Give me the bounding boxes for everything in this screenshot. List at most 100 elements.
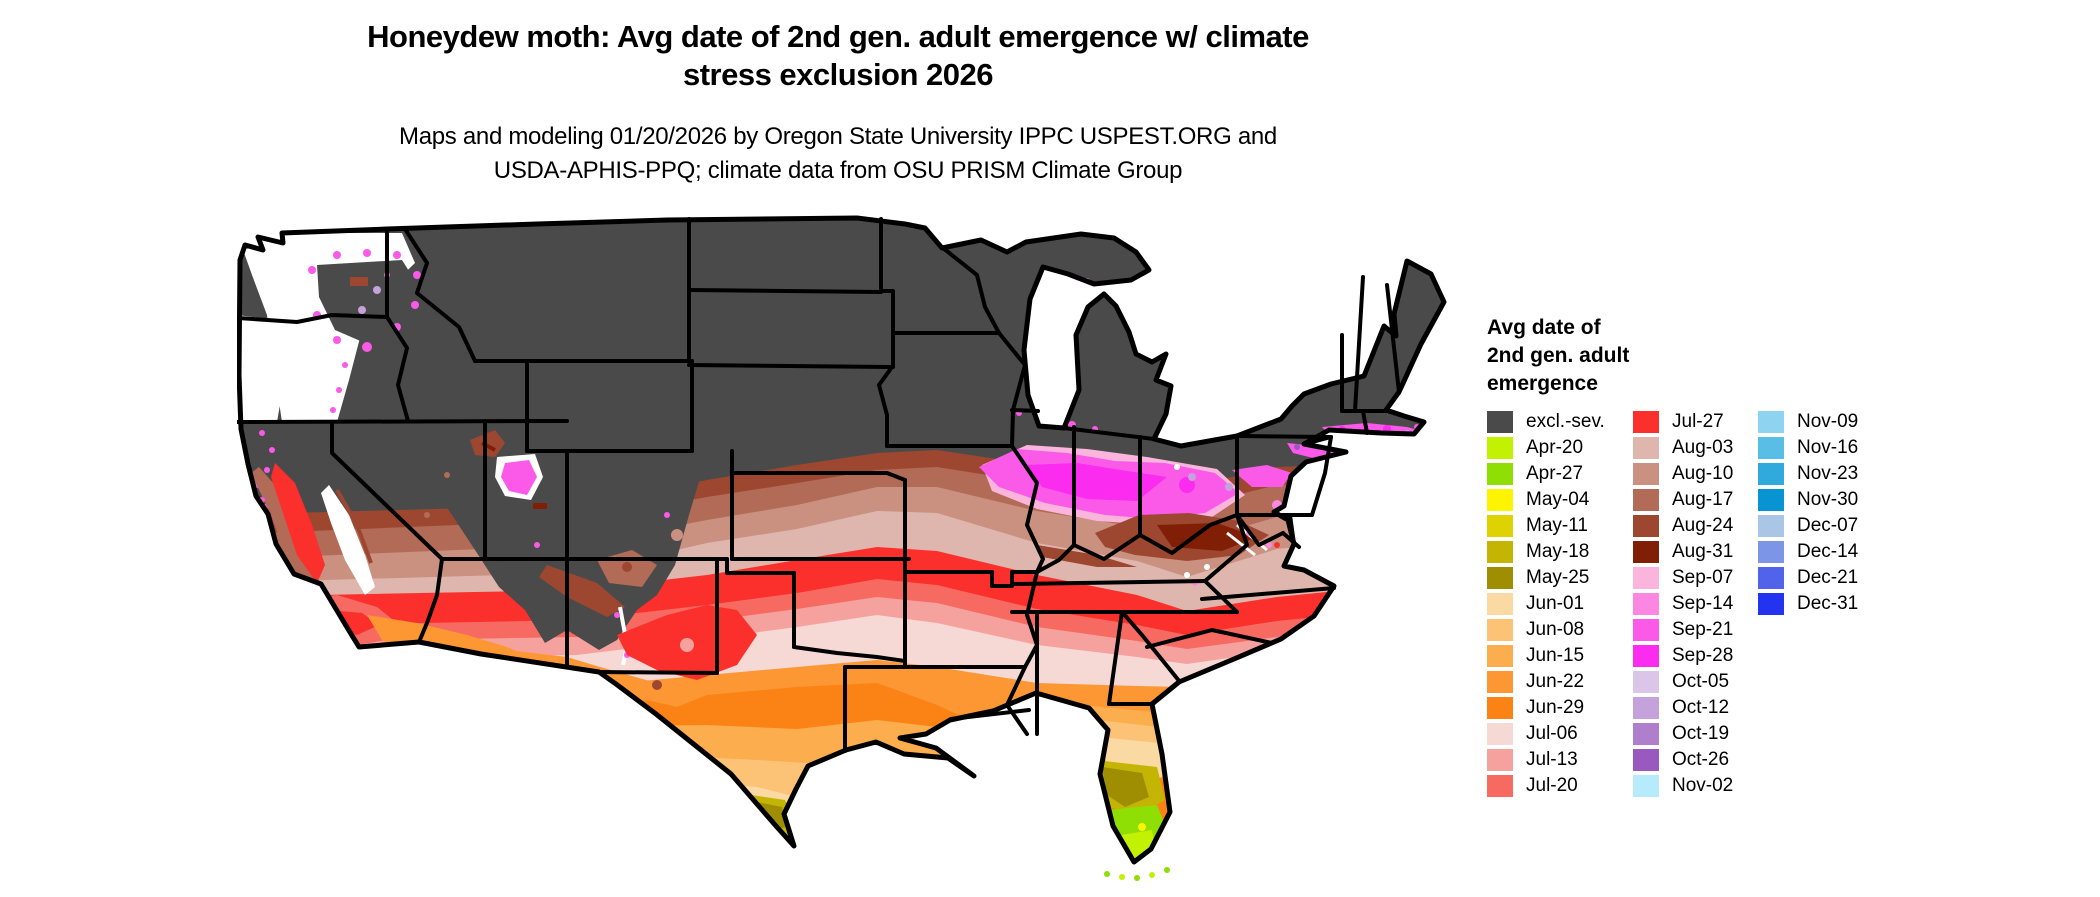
legend-label: Dec-14 <box>1797 541 1859 562</box>
map-region-excluded-rockies <box>332 421 707 650</box>
legend-swatch <box>1487 749 1513 771</box>
legend-entry-oct-05: Oct-05 <box>1633 669 1758 695</box>
legend-label: Dec-31 <box>1797 593 1859 614</box>
legend-title-line1: Avg date of <box>1487 316 1601 339</box>
legend-entry-may-25: May-25 <box>1487 565 1633 591</box>
legend-label: Nov-09 <box>1797 411 1859 432</box>
legend-label: Sep-28 <box>1672 645 1734 666</box>
legend-entry-nov-23: Nov-23 <box>1758 461 1858 487</box>
map-subtitle-line2: USDA-APHIS-PPQ; climate data from OSU PR… <box>493 157 1183 184</box>
map-band-jun08 <box>239 757 857 862</box>
legend-swatch <box>1758 411 1784 433</box>
legend-entry-aug-10: Aug-10 <box>1633 461 1758 487</box>
legend-swatch <box>1487 775 1513 797</box>
legend-entry-jul-06: Jul-06 <box>1487 721 1633 747</box>
map-region-california <box>251 463 397 653</box>
map-florida-keys <box>1104 867 1170 881</box>
legend-title-line3: emergence <box>1487 372 1598 395</box>
legend-column-1: excl.-sev. Apr-20 Apr-27 May-04 May-11 May-18… <box>1487 409 1633 799</box>
legend-entry-aug-31: Aug-31 <box>1633 539 1758 565</box>
legend-label: Nov-02 <box>1672 775 1734 796</box>
legend-label: Jul-13 <box>1526 749 1578 770</box>
legend-label: Dec-21 <box>1797 567 1859 588</box>
legend-label: Oct-19 <box>1672 723 1730 744</box>
legend-entry-oct-26: Oct-26 <box>1633 747 1758 773</box>
legend-entry-nov-09: Nov-09 <box>1758 409 1858 435</box>
map-legend: Avg date of 2nd gen. adult emergence exc… <box>1487 314 2047 799</box>
us-map <box>236 215 1447 892</box>
legend-swatch <box>1633 619 1659 641</box>
legend-label: Aug-17 <box>1672 489 1734 510</box>
legend-entry-sep-21: Sep-21 <box>1633 617 1758 643</box>
legend-swatch <box>1633 697 1659 719</box>
map-band-jun29 <box>239 683 1444 862</box>
legend-column-2: Jul-27 Aug-03 Aug-10 Aug-17 Aug-24 Aug-31 Sep-… <box>1633 409 1758 799</box>
legend-swatch <box>1758 463 1784 485</box>
legend-swatch <box>1487 619 1513 641</box>
legend-swatch <box>1633 515 1659 537</box>
legend-swatch <box>1633 567 1659 589</box>
map-region-idaho-patch <box>495 454 547 509</box>
legend-label: Nov-30 <box>1797 489 1859 510</box>
legend-swatch <box>1487 437 1513 459</box>
legend-column-3: Nov-09 Nov-16 Nov-23 Nov-30 Dec-07 Dec-14 Dec-… <box>1758 409 1858 799</box>
map-region-pnw <box>239 233 421 510</box>
legend-label: Dec-07 <box>1797 515 1859 536</box>
legend-entry-nov-30: Nov-30 <box>1758 487 1858 513</box>
legend-swatch <box>1487 645 1513 667</box>
legend-label: Apr-27 <box>1526 463 1584 484</box>
legend-entry-nov-16: Nov-16 <box>1758 435 1858 461</box>
map-region-interior-west-patches <box>394 430 683 666</box>
map-subtitle: Maps and modeling 01/20/2026 by Oregon S… <box>0 120 1676 188</box>
legend-swatch <box>1487 593 1513 615</box>
legend-entry-jul-20: Jul-20 <box>1487 773 1633 799</box>
legend-entry-jun-29: Jun-29 <box>1487 695 1633 721</box>
legend-label: Jun-01 <box>1526 593 1585 614</box>
legend-swatch <box>1633 463 1659 485</box>
legend-label: May-18 <box>1526 541 1590 562</box>
legend-label: Oct-26 <box>1672 749 1730 770</box>
legend-entry-may-11: May-11 <box>1487 513 1633 539</box>
legend-entry-aug-03: Aug-03 <box>1633 435 1758 461</box>
legend-swatch <box>1758 437 1784 459</box>
legend-swatch <box>1633 437 1659 459</box>
map-conus-outline <box>236 215 1447 865</box>
legend-label: Aug-31 <box>1672 541 1734 562</box>
legend-entry-oct-19: Oct-19 <box>1633 721 1758 747</box>
legend-label: Jun-22 <box>1526 671 1585 692</box>
legend-entry-jun-22: Jun-22 <box>1487 669 1633 695</box>
legend-title: Avg date of 2nd gen. adult emergence <box>1487 314 2047 398</box>
legend-entry-may-18: May-18 <box>1487 539 1633 565</box>
legend-label: Jul-06 <box>1526 723 1578 744</box>
legend-swatch <box>1487 515 1513 537</box>
legend-entry-apr-20: Apr-20 <box>1487 435 1633 461</box>
legend-label: Jul-20 <box>1526 775 1578 796</box>
legend-swatch <box>1758 515 1784 537</box>
legend-swatch <box>1633 489 1659 511</box>
legend-label: Jun-15 <box>1526 645 1585 666</box>
legend-label: Aug-03 <box>1672 437 1734 458</box>
legend-columns: excl.-sev. Apr-20 Apr-27 May-04 May-11 May-18… <box>1487 409 2047 799</box>
map-title-line1: Honeydew moth: Avg date of 2nd gen. adul… <box>367 19 1309 54</box>
legend-swatch <box>1758 567 1784 589</box>
legend-entry-nov-02: Nov-02 <box>1633 773 1758 799</box>
map-band-jun01 <box>239 783 807 862</box>
legend-label: Aug-10 <box>1672 463 1734 484</box>
legend-label: Oct-05 <box>1672 671 1730 692</box>
legend-entry-excl-sev-: excl.-sev. <box>1487 409 1633 435</box>
legend-label: Jul-27 <box>1672 411 1724 432</box>
legend-swatch <box>1487 697 1513 719</box>
legend-swatch <box>1758 489 1784 511</box>
legend-swatch <box>1633 645 1659 667</box>
legend-swatch <box>1487 463 1513 485</box>
legend-entry-jun-15: Jun-15 <box>1487 643 1633 669</box>
legend-swatch <box>1633 775 1659 797</box>
legend-title-line2: 2nd gen. adult <box>1487 344 1630 367</box>
legend-entry-dec-14: Dec-14 <box>1758 539 1858 565</box>
legend-entry-sep-28: Sep-28 <box>1633 643 1758 669</box>
map-region-great-lakes-magenta <box>979 274 1245 525</box>
legend-label: Jun-29 <box>1526 697 1585 718</box>
us-map-svg <box>236 215 1447 881</box>
legend-label: Oct-12 <box>1672 697 1730 718</box>
